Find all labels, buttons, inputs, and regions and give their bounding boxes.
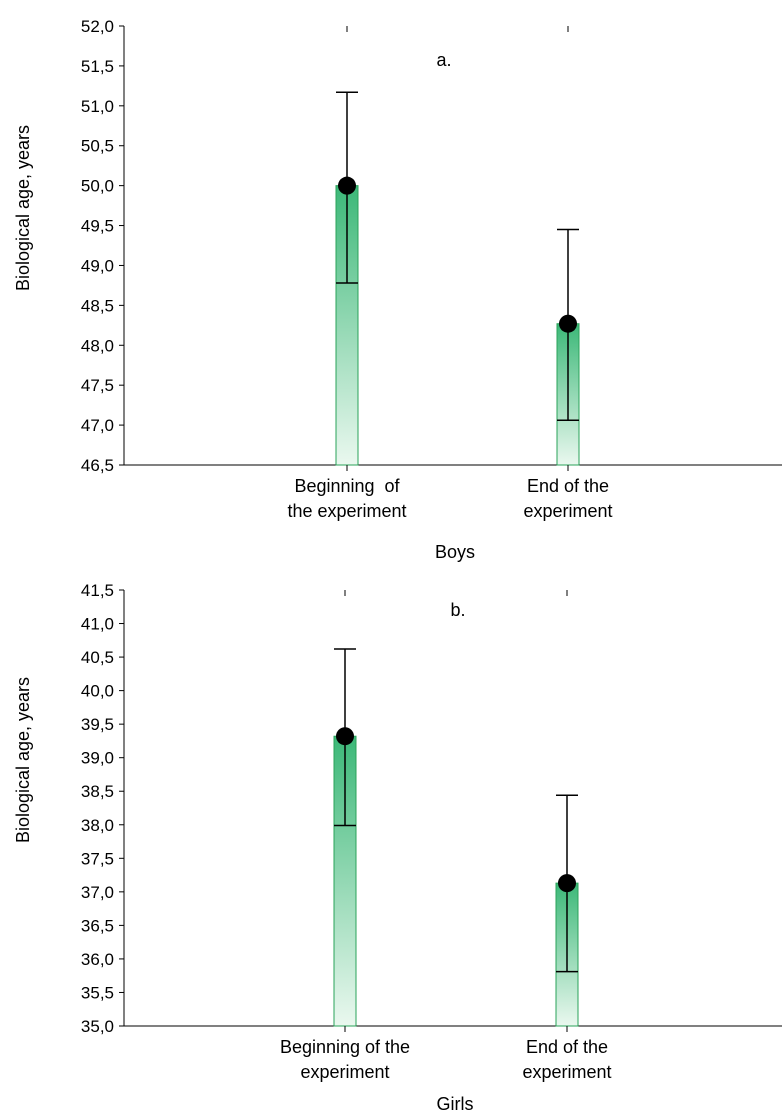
panel-b-y-tick-label: 36,0 [81, 950, 114, 969]
panel-a-y-tick-label: 51,0 [81, 97, 114, 116]
panel-b-category-label: experiment [522, 1062, 611, 1082]
panel-b-label: b. [450, 600, 465, 620]
panel-a-y-tick-label: 51,5 [81, 57, 114, 76]
panel-a-y-tick-label: 50,0 [81, 177, 114, 196]
panel-b-mean-point [336, 727, 354, 746]
panel-a-y-tick-label: 52,0 [81, 17, 114, 36]
panel-a-y-tick-label: 49,5 [81, 217, 114, 236]
panel-a-y-tick-label: 48,5 [81, 296, 114, 315]
panel-a-y-tick-label: 49,0 [81, 256, 114, 275]
panel-b-y-tick-label: 38,5 [81, 782, 114, 801]
panel-a-label: a. [436, 50, 451, 70]
panel-a-mean-point [559, 314, 577, 333]
panel-b-mean-point [558, 874, 576, 893]
panel-b-y-tick-label: 41,5 [81, 581, 114, 600]
panel-a-category-label: End of the [527, 476, 609, 496]
panel-b-y-tick-label: 36,5 [81, 916, 114, 935]
panel-b-y-tick-label: 37,5 [81, 849, 114, 868]
panel-a-y-axis-title: Biological age, years [13, 125, 33, 291]
panel-b-category-label: Beginning of the [280, 1037, 410, 1057]
panel-b-y-tick-label: 39,5 [81, 715, 114, 734]
panel-b-y-tick-label: 37,0 [81, 883, 114, 902]
panel-a-y-tick-label: 46,5 [81, 456, 114, 475]
panel-b-y-tick-label: 38,0 [81, 816, 114, 835]
panel-b-y-tick-label: 35,5 [81, 983, 114, 1002]
panel-b-y-axis-title: Biological age, years [13, 677, 33, 843]
panel-b-y-tick-label: 40,0 [81, 682, 114, 701]
panel-b-y-tick-label: 39,0 [81, 749, 114, 768]
panel-b-y-tick-label: 35,0 [81, 1017, 114, 1036]
panel-b-y-tick-label: 41,0 [81, 615, 114, 634]
panel-a-category-label: Beginning of [294, 476, 400, 496]
panel-a-category-label: experiment [523, 501, 612, 521]
panel-b-x-axis-title: Girls [437, 1094, 474, 1114]
panel-b-y-tick-label: 40,5 [81, 648, 114, 667]
panel-a-x-axis-title: Boys [435, 542, 475, 562]
panel-a-y-tick-label: 47,0 [81, 416, 114, 435]
panel-a-category-label: the experiment [287, 501, 406, 521]
panel-a-mean-point [338, 176, 356, 195]
panel-b-category-label: End of the [526, 1037, 608, 1057]
panel-a-y-tick-label: 50,5 [81, 137, 114, 156]
panel-b-category-label: experiment [300, 1062, 389, 1082]
panel-a-y-tick-label: 47,5 [81, 376, 114, 395]
panel-a-y-tick-label: 48,0 [81, 336, 114, 355]
